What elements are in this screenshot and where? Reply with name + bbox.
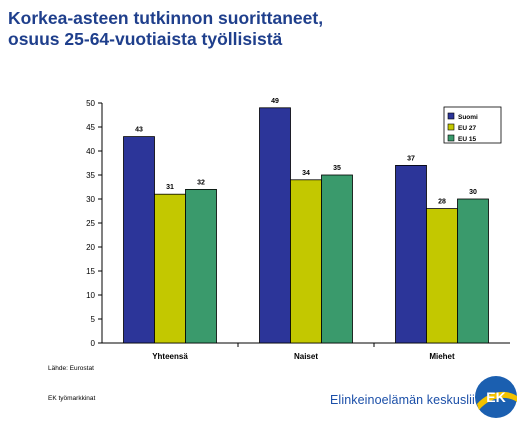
y-tick-label: 10: [86, 291, 95, 300]
data-label: 35: [333, 165, 341, 172]
bar: [185, 188, 217, 344]
y-tick-label: 35: [86, 171, 95, 180]
data-label: 30: [469, 189, 477, 196]
data-label: 32: [197, 179, 205, 186]
x-tick-label: Yhteensä: [152, 352, 188, 361]
x-tick-label: Naiset: [294, 352, 318, 361]
logo-text: EK: [486, 389, 505, 405]
legend-swatch: [447, 112, 455, 120]
legend-label: EU 27: [458, 125, 476, 132]
y-tick-label: 0: [91, 339, 96, 348]
bar: [395, 164, 427, 344]
bar: [426, 208, 458, 344]
bar: [457, 198, 489, 344]
ek-logo-icon: EK: [475, 376, 517, 418]
brand-name: Elinkeinoelämän keskusliitto: [330, 393, 490, 407]
footer-note: EK työmarkkinat: [48, 395, 96, 402]
legend-swatch: [447, 134, 455, 142]
y-tick-label: 45: [86, 123, 95, 132]
y-tick-label: 50: [86, 99, 95, 108]
y-tick-label: 25: [86, 219, 95, 228]
bar: [321, 174, 353, 344]
legend-swatch: [447, 123, 455, 131]
title-line-1: Korkea-asteen tutkinnon suorittaneet,: [8, 8, 324, 28]
bar: [259, 107, 291, 344]
x-tick-label: Miehet: [429, 352, 455, 361]
data-label: 37: [407, 155, 415, 162]
data-label: 31: [166, 184, 174, 191]
data-label: 34: [302, 170, 310, 177]
y-tick-label: 20: [86, 243, 95, 252]
data-label: 28: [438, 199, 446, 206]
bar: [154, 193, 186, 344]
legend-label: Suomi: [458, 114, 478, 121]
data-label: 49: [271, 98, 279, 105]
chart-title: Korkea-asteen tutkinnon suorittaneet, os…: [8, 8, 508, 50]
y-tick-label: 40: [86, 147, 95, 156]
title-line-2: osuus 25-64-vuotiaista työllisistä: [8, 29, 283, 49]
data-label: 43: [135, 127, 143, 134]
bar: [290, 179, 322, 344]
y-tick-label: 5: [91, 315, 96, 324]
source-note: Lähde: Eurostat: [48, 365, 94, 372]
legend-label: EU 15: [458, 136, 476, 143]
y-tick-label: 15: [86, 267, 95, 276]
bar: [123, 136, 155, 344]
y-tick-label: 30: [86, 195, 95, 204]
